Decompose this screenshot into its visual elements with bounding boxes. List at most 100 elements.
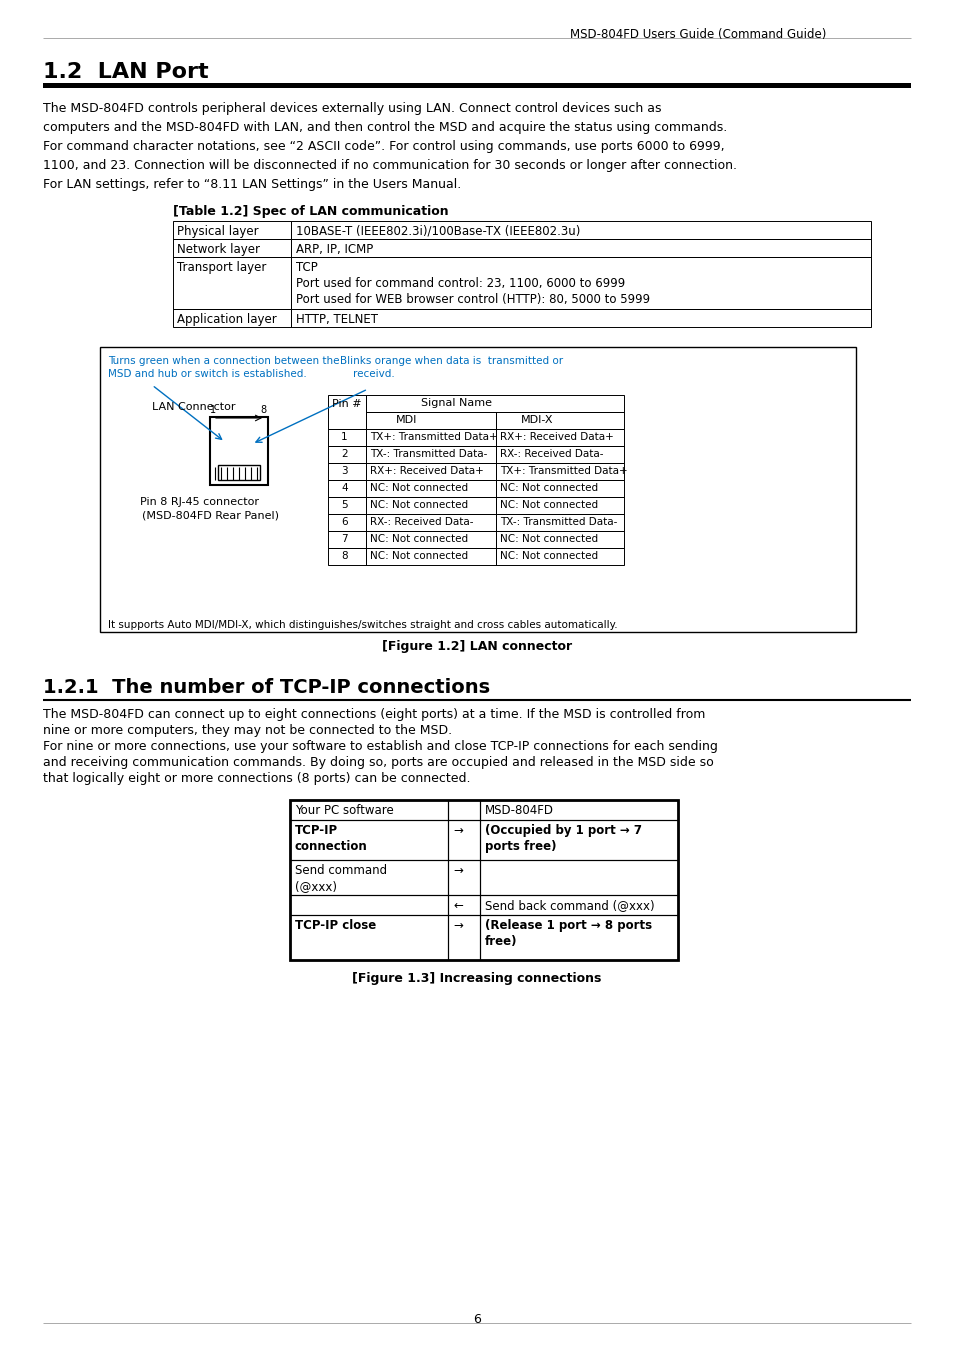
Text: that logically eight or more connections (8 ports) can be connected.: that logically eight or more connections… (43, 771, 470, 785)
Text: NC: Not connected: NC: Not connected (370, 534, 468, 544)
Bar (448, 915, 479, 961)
Bar (496, 463, 623, 480)
Text: connection: connection (294, 840, 367, 852)
Bar (366, 480, 496, 497)
Bar (291, 239, 870, 257)
Bar (366, 531, 496, 549)
Text: Transport layer: Transport layer (177, 261, 266, 274)
Text: 2: 2 (340, 449, 347, 459)
Text: 8: 8 (260, 405, 266, 415)
Text: →: → (453, 865, 462, 877)
Text: Physical layer: Physical layer (177, 226, 258, 238)
Text: →: → (453, 824, 462, 838)
Bar (290, 820, 448, 861)
Bar (496, 513, 623, 531)
Text: TX-: Transmitted Data-: TX-: Transmitted Data- (370, 449, 487, 459)
Bar (479, 915, 678, 961)
Text: and receiving communication commands. By doing so, ports are occupied and releas: and receiving communication commands. By… (43, 757, 713, 769)
Text: computers and the MSD-804FD with LAN, and then control the MSD and acquire the s: computers and the MSD-804FD with LAN, an… (43, 122, 726, 134)
Bar (366, 394, 623, 412)
Text: 10BASE-T (IEEE802.3i)/100Base-TX (IEEE802.3u): 10BASE-T (IEEE802.3i)/100Base-TX (IEEE80… (295, 226, 579, 238)
Text: NC: Not connected: NC: Not connected (370, 551, 468, 561)
Text: 8: 8 (340, 551, 347, 561)
Text: Network layer: Network layer (177, 243, 260, 255)
Text: TX+: Transmitted Data+: TX+: Transmitted Data+ (370, 432, 497, 442)
Text: 6: 6 (473, 1313, 480, 1325)
Bar (496, 446, 623, 463)
Bar (328, 446, 366, 463)
Text: 3: 3 (340, 466, 347, 476)
Text: NC: Not connected: NC: Not connected (370, 500, 468, 509)
Bar (172, 222, 291, 239)
Text: The MSD-804FD can connect up to eight connections (eight ports) at a time. If th: The MSD-804FD can connect up to eight co… (43, 708, 704, 721)
Bar (479, 800, 678, 820)
Text: RX-: Received Data-: RX-: Received Data- (370, 517, 473, 527)
Text: TX+: Transmitted Data+: TX+: Transmitted Data+ (499, 466, 627, 476)
Bar (366, 513, 496, 531)
Bar (328, 480, 366, 497)
Text: TCP: TCP (295, 261, 317, 274)
Bar (291, 222, 870, 239)
Bar (328, 531, 366, 549)
Text: Port used for WEB browser control (HTTP): 80, 5000 to 5999: Port used for WEB browser control (HTTP)… (295, 293, 649, 305)
Text: MDI-X: MDI-X (520, 415, 553, 426)
Text: MDI: MDI (395, 415, 416, 426)
Text: MSD-804FD Users Guide (Command Guide): MSD-804FD Users Guide (Command Guide) (569, 28, 825, 41)
Text: MSD and hub or switch is established.: MSD and hub or switch is established. (108, 369, 307, 380)
Text: NC: Not connected: NC: Not connected (499, 534, 598, 544)
Text: [Table 1.2] Spec of LAN communication: [Table 1.2] Spec of LAN communication (172, 205, 448, 218)
Bar (496, 430, 623, 446)
Bar (448, 861, 479, 894)
Bar (448, 800, 479, 820)
Bar (496, 531, 623, 549)
Bar (366, 446, 496, 463)
Text: 1.2.1  The number of TCP-IP connections: 1.2.1 The number of TCP-IP connections (43, 678, 490, 697)
Bar (328, 430, 366, 446)
Bar (366, 497, 496, 513)
Text: NC: Not connected: NC: Not connected (499, 484, 598, 493)
Text: Turns green when a connection between the: Turns green when a connection between th… (108, 357, 339, 366)
Bar (172, 309, 291, 327)
Text: 1: 1 (340, 432, 347, 442)
Text: 1: 1 (210, 405, 216, 415)
Bar (172, 239, 291, 257)
Text: RX+: Received Data+: RX+: Received Data+ (370, 466, 483, 476)
Text: 4: 4 (340, 484, 347, 493)
Bar (479, 894, 678, 915)
Bar (328, 513, 366, 531)
Text: Blinks orange when data is  transmitted or: Blinks orange when data is transmitted o… (339, 357, 562, 366)
Bar (290, 894, 448, 915)
Text: receivd.: receivd. (353, 369, 395, 380)
Text: TX-: Transmitted Data-: TX-: Transmitted Data- (499, 517, 617, 527)
Text: RX+: Received Data+: RX+: Received Data+ (499, 432, 613, 442)
Bar (43, 82, 910, 88)
Text: Send back command (@xxx): Send back command (@xxx) (484, 898, 654, 912)
Bar (366, 430, 496, 446)
Text: 7: 7 (340, 534, 347, 544)
Text: Pin 8 RJ-45 connector: Pin 8 RJ-45 connector (140, 497, 258, 507)
Bar (366, 549, 496, 565)
Bar (496, 480, 623, 497)
Bar (448, 820, 479, 861)
Text: ports free): ports free) (484, 840, 556, 852)
Text: 1.2  LAN Port: 1.2 LAN Port (43, 62, 209, 82)
Bar (328, 463, 366, 480)
Text: For LAN settings, refer to “8.11 LAN Settings” in the Users Manual.: For LAN settings, refer to “8.11 LAN Set… (43, 178, 460, 190)
Text: NC: Not connected: NC: Not connected (370, 484, 468, 493)
Bar (290, 861, 448, 894)
Text: NC: Not connected: NC: Not connected (499, 500, 598, 509)
Text: For nine or more connections, use your software to establish and close TCP-IP co: For nine or more connections, use your s… (43, 740, 717, 753)
Bar (290, 915, 448, 961)
Bar (328, 497, 366, 513)
Text: TCP-IP close: TCP-IP close (294, 919, 375, 932)
Bar (448, 894, 479, 915)
Text: (MSD-804FD Rear Panel): (MSD-804FD Rear Panel) (142, 509, 278, 520)
Bar (479, 820, 678, 861)
Text: Signal Name: Signal Name (420, 399, 492, 408)
Bar (291, 309, 870, 327)
Text: MSD-804FD: MSD-804FD (484, 804, 554, 817)
Bar (328, 549, 366, 565)
Bar (172, 257, 291, 309)
Text: [Figure 1.3] Increasing connections: [Figure 1.3] Increasing connections (352, 971, 601, 985)
Text: RX-: Received Data-: RX-: Received Data- (499, 449, 603, 459)
